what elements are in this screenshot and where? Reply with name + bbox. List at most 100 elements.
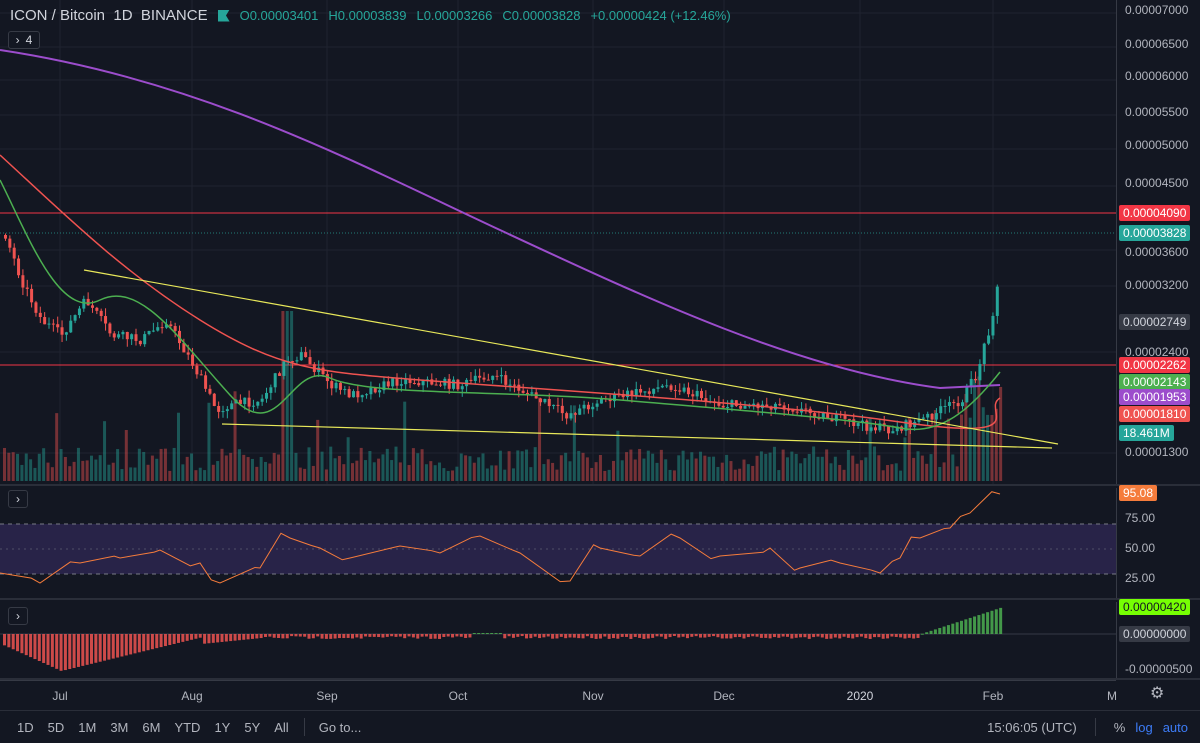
pane-separator[interactable] bbox=[0, 598, 1200, 600]
volume-bar bbox=[116, 449, 120, 481]
macd-bar bbox=[33, 634, 37, 660]
rsi-scale[interactable]: 95.08 75.00 50.00 25.00 bbox=[1116, 485, 1200, 598]
candle-body bbox=[321, 367, 325, 375]
macd-bar bbox=[224, 634, 228, 642]
macd-bar bbox=[76, 634, 80, 667]
timeframe-1y-button[interactable]: 1Y bbox=[214, 719, 231, 735]
macd-bar bbox=[446, 634, 450, 637]
timeframe-5y-button[interactable]: 5Y bbox=[244, 719, 261, 735]
rsi-chart[interactable] bbox=[0, 488, 1116, 598]
candle-body bbox=[512, 384, 516, 386]
timeframe-all-button[interactable]: All bbox=[274, 719, 289, 735]
low-value: L0.00003266 bbox=[416, 8, 493, 23]
macd-bar bbox=[890, 634, 894, 637]
macd-bar bbox=[220, 634, 224, 642]
timeframe-5d-button[interactable]: 5D bbox=[47, 719, 65, 735]
timeframe-1d-button[interactable]: 1D bbox=[17, 719, 34, 735]
macd-bar bbox=[912, 634, 916, 639]
volume-bar bbox=[977, 376, 981, 481]
auto-scale-toggle[interactable]: auto bbox=[1162, 719, 1188, 735]
candle-body bbox=[565, 413, 569, 419]
indicators-toggle-button[interactable]: › 4 bbox=[8, 31, 40, 49]
volume-bar bbox=[103, 421, 107, 481]
volume-bar bbox=[50, 467, 54, 481]
time-scale[interactable]: Jul Aug Sep Oct Nov Dec 2020 Feb M bbox=[0, 680, 1117, 708]
candle-body bbox=[787, 409, 790, 411]
volume-bar bbox=[955, 466, 959, 481]
pane-separator[interactable] bbox=[0, 678, 1200, 680]
volume-bar bbox=[994, 408, 998, 481]
volume-bar bbox=[646, 450, 650, 481]
candle-body bbox=[230, 403, 234, 410]
volume-bar bbox=[525, 449, 528, 481]
macd-bar bbox=[246, 634, 250, 640]
price-scale[interactable]: 0.00007000 0.00006500 0.00006000 0.00005… bbox=[1116, 0, 1200, 484]
symbol-title[interactable]: ICON / Bitcoin 1D BINANCE bbox=[10, 7, 208, 24]
candle-body bbox=[360, 395, 364, 398]
macd-bar bbox=[716, 634, 720, 638]
macd-bar bbox=[20, 634, 24, 654]
macd-pane[interactable] bbox=[0, 602, 1116, 678]
macd-bar bbox=[638, 634, 642, 638]
macd-bar bbox=[485, 633, 489, 634]
timeframe-6m-button[interactable]: 6M bbox=[142, 719, 161, 735]
percent-scale-toggle[interactable]: % bbox=[1113, 719, 1126, 735]
volume-bar bbox=[438, 462, 441, 481]
log-scale-toggle[interactable]: log bbox=[1135, 719, 1153, 735]
volume-bar bbox=[324, 469, 328, 481]
candle-body bbox=[147, 330, 151, 335]
volume-bar bbox=[551, 462, 555, 481]
ma-20-line bbox=[0, 179, 1001, 431]
candle-body bbox=[673, 389, 677, 391]
candle-body bbox=[556, 404, 560, 406]
volume-bar bbox=[598, 455, 602, 481]
gear-icon[interactable]: ⚙ bbox=[1150, 685, 1165, 702]
macd-bar bbox=[772, 634, 776, 638]
macd-bar bbox=[699, 634, 702, 638]
macd-collapse-button[interactable]: › bbox=[8, 607, 28, 625]
macd-bar bbox=[150, 634, 154, 650]
timeframe-1m-button[interactable]: 1M bbox=[78, 719, 97, 735]
timeframe-3m-button[interactable]: 3M bbox=[110, 719, 129, 735]
timeframe-ytd-button[interactable]: YTD bbox=[174, 719, 201, 735]
volume-bar bbox=[542, 464, 546, 481]
macd-bar bbox=[390, 634, 394, 637]
volume-bar bbox=[372, 462, 376, 481]
rsi-collapse-button[interactable]: › bbox=[8, 490, 28, 508]
candle-body bbox=[473, 375, 477, 381]
main-chart-pane[interactable]: ICON / Bitcoin 1D BINANCE O0.00003401 H0… bbox=[0, 0, 1116, 484]
volume-bar bbox=[311, 465, 315, 481]
candle-body bbox=[47, 323, 51, 325]
candle-body bbox=[856, 423, 860, 427]
candle-body bbox=[778, 403, 782, 406]
candle-body bbox=[547, 399, 551, 407]
macd-bar bbox=[659, 634, 663, 637]
rsi-value-tag: 95.08 bbox=[1119, 485, 1158, 501]
clock-label[interactable]: 15:06:05 (UTC) bbox=[987, 719, 1077, 735]
macd-bar bbox=[433, 634, 437, 639]
flag-icon[interactable] bbox=[217, 9, 230, 22]
macd-scale[interactable]: 0.00000420 0.00000000 -0.00000500 bbox=[1116, 599, 1200, 678]
volume-bar bbox=[816, 456, 820, 481]
price-chart[interactable] bbox=[0, 0, 1116, 484]
candle-body bbox=[543, 399, 547, 403]
goto-button[interactable]: Go to... bbox=[318, 719, 362, 735]
volume-bar bbox=[124, 429, 128, 481]
candle-body bbox=[291, 361, 295, 363]
pane-separator[interactable] bbox=[0, 484, 1200, 486]
volume-bar bbox=[807, 453, 811, 481]
rsi-pane[interactable] bbox=[0, 488, 1116, 598]
macd-bar bbox=[803, 634, 807, 638]
macd-bar bbox=[385, 634, 389, 637]
macd-bar bbox=[516, 634, 520, 637]
macd-bar bbox=[329, 634, 333, 639]
change-value: +0.00000424 (+12.46%) bbox=[590, 8, 731, 23]
candle-body bbox=[843, 414, 847, 419]
volume-bar bbox=[720, 462, 724, 481]
volume-bar bbox=[155, 458, 159, 481]
macd-bar bbox=[155, 634, 159, 649]
macd-bar bbox=[237, 634, 241, 641]
macd-histogram[interactable] bbox=[0, 602, 1116, 678]
candle-body bbox=[25, 287, 29, 289]
price-tick: 0.00001300 bbox=[1125, 445, 1189, 459]
